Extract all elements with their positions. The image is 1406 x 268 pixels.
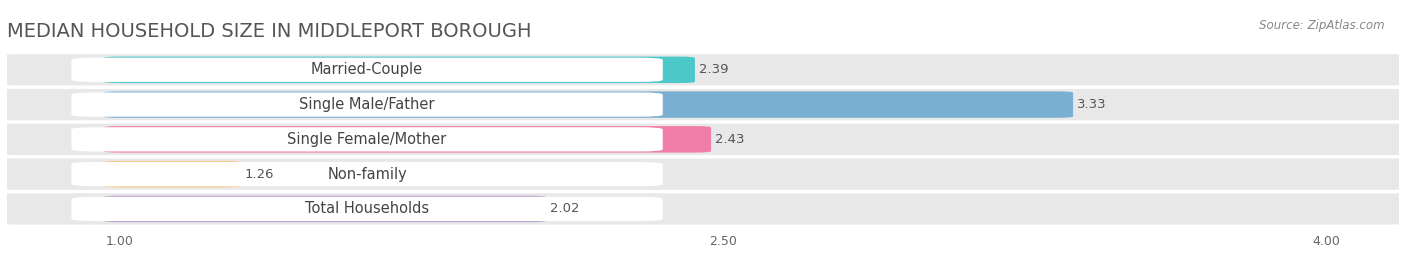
Text: Source: ZipAtlas.com: Source: ZipAtlas.com	[1260, 19, 1385, 32]
Text: MEDIAN HOUSEHOLD SIZE IN MIDDLEPORT BOROUGH: MEDIAN HOUSEHOLD SIZE IN MIDDLEPORT BORO…	[7, 22, 531, 41]
Text: Single Female/Mother: Single Female/Mother	[287, 132, 447, 147]
Text: 3.33: 3.33	[1077, 98, 1107, 111]
Text: 2.39: 2.39	[699, 63, 728, 76]
FancyBboxPatch shape	[0, 193, 1406, 225]
Text: Non-family: Non-family	[328, 167, 406, 182]
FancyBboxPatch shape	[0, 89, 1406, 120]
FancyBboxPatch shape	[104, 126, 711, 152]
FancyBboxPatch shape	[0, 158, 1406, 190]
Text: 1.26: 1.26	[245, 168, 274, 181]
FancyBboxPatch shape	[72, 127, 662, 151]
Text: Married-Couple: Married-Couple	[311, 62, 423, 77]
FancyBboxPatch shape	[0, 124, 1406, 155]
Text: Single Male/Father: Single Male/Father	[299, 97, 434, 112]
FancyBboxPatch shape	[0, 54, 1406, 85]
Text: Total Households: Total Households	[305, 202, 429, 217]
FancyBboxPatch shape	[72, 92, 662, 117]
FancyBboxPatch shape	[72, 162, 662, 186]
Text: 2.43: 2.43	[716, 133, 745, 146]
FancyBboxPatch shape	[104, 57, 695, 83]
FancyBboxPatch shape	[72, 58, 662, 82]
Text: 2.02: 2.02	[550, 202, 579, 215]
FancyBboxPatch shape	[104, 196, 546, 222]
FancyBboxPatch shape	[72, 197, 662, 221]
FancyBboxPatch shape	[104, 91, 1073, 118]
FancyBboxPatch shape	[104, 161, 240, 187]
